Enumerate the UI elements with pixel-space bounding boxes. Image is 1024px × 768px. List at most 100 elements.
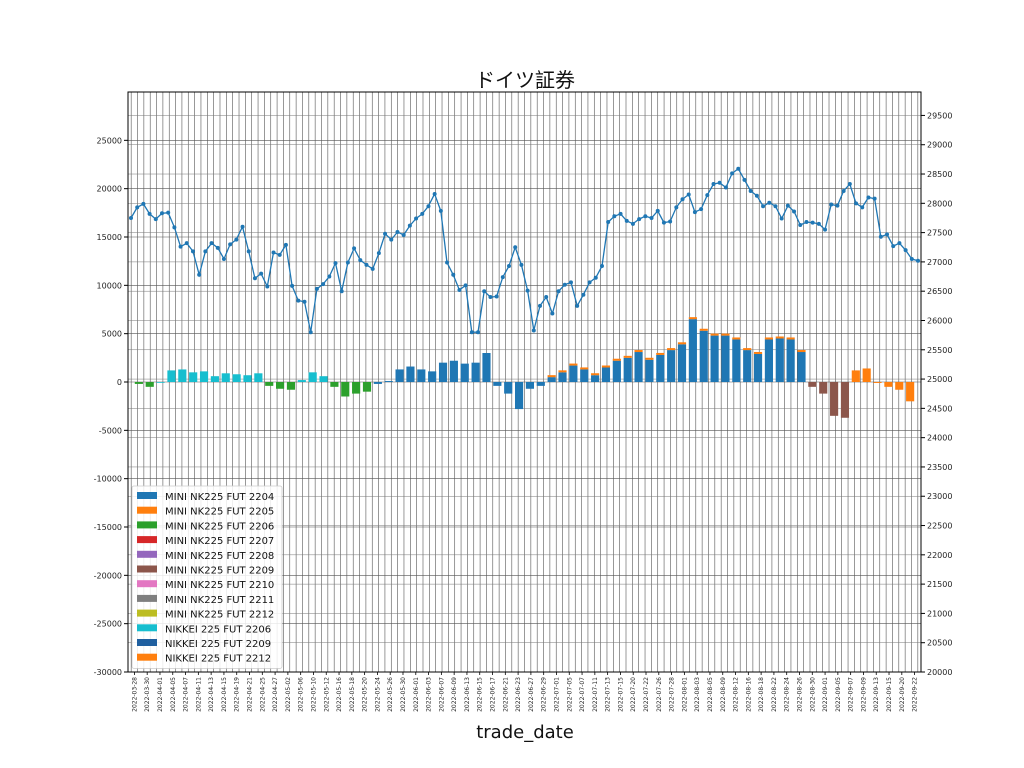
x-tick-label: 2022-08-30 (809, 677, 816, 712)
price-point-56 (476, 330, 481, 335)
x-tick-label: 2022-07-22 (643, 677, 650, 712)
x-tick-label: 2022-06-29 (541, 677, 548, 712)
y-tick-label-right: 29500 (927, 111, 952, 120)
x-tick-label: 2022-03-28 (131, 677, 138, 712)
bar-cap-59 (775, 336, 784, 339)
legend-label: NIKKEI 225 FUT 2209 (165, 639, 271, 650)
x-tick-label: 2022-07-07 (579, 677, 586, 712)
price-point-60 (500, 275, 505, 280)
price-point-59 (494, 294, 499, 299)
legend-label: NIKKEI 225 FUT 2212 (165, 654, 271, 665)
bar-26 (417, 369, 426, 382)
price-point-85 (655, 208, 660, 213)
bar-39 (558, 372, 567, 382)
price-point-102 (761, 204, 766, 209)
x-tick-label: 2022-05-24 (374, 677, 381, 712)
x-tick-label: 2022-06-09 (451, 677, 458, 712)
price-point-108 (798, 222, 803, 227)
price-point-70 (562, 282, 567, 287)
price-point-68 (550, 311, 555, 316)
x-tick-label: 2022-08-09 (720, 677, 727, 712)
bar-49 (667, 350, 676, 382)
bar-27 (428, 371, 437, 382)
legend-label: MINI NK225 FUT 2207 (165, 536, 274, 547)
y-tick-label-right: 23000 (927, 492, 952, 501)
price-point-124 (897, 241, 902, 246)
bar-4 (178, 369, 187, 382)
y-tick-label-right: 21500 (927, 580, 952, 589)
bar-65 (840, 382, 850, 418)
price-point-50 (438, 208, 443, 213)
price-point-2 (141, 201, 146, 206)
price-point-45 (407, 223, 412, 228)
y-tick-label-left: -25000 (94, 620, 122, 629)
price-point-91 (692, 210, 697, 215)
price-point-17 (234, 237, 239, 242)
bar-cap-46 (634, 350, 643, 353)
bar-15 (297, 380, 306, 382)
bar-47 (645, 359, 654, 382)
bar-cap-48 (656, 352, 665, 355)
bar-cap-43 (601, 365, 611, 368)
y-tick-label-right: 27000 (927, 258, 952, 267)
bar-11 (254, 373, 263, 382)
x-tick-label: 2022-06-03 (426, 677, 433, 712)
x-tick-label: 2022-07-20 (630, 677, 637, 712)
price-point-82 (637, 217, 642, 222)
bar-cap-42 (591, 373, 600, 376)
bar-61 (797, 352, 806, 382)
legend-swatch (137, 580, 157, 588)
bar-68 (873, 382, 882, 383)
price-point-107 (792, 209, 797, 214)
price-point-23 (271, 250, 276, 255)
y-tick-label-left: 20000 (97, 185, 122, 194)
price-point-14 (215, 245, 220, 250)
y-axis-left: -30000 -25000 -20000 -15000 -10000 -5000 0 5000… (94, 136, 128, 677)
price-point-25 (283, 242, 288, 247)
price-point-62 (513, 245, 518, 250)
price-point-86 (661, 220, 666, 225)
price-point-26 (290, 283, 295, 288)
price-point-95 (717, 180, 722, 185)
bar-24 (395, 369, 404, 382)
x-tick-label: 2022-04-27 (272, 677, 279, 712)
bar-cap-52 (699, 328, 708, 331)
price-point-64 (525, 288, 530, 293)
bar-1 (145, 382, 154, 387)
x-tick-label: 2022-08-26 (796, 677, 803, 712)
x-tick-label: 2022-08-05 (707, 677, 714, 712)
bar-17 (319, 376, 328, 382)
legend-swatch (137, 492, 157, 499)
legend-box (131, 485, 283, 669)
price-point-7 (172, 225, 177, 230)
x-tick-label: 2022-07-01 (553, 677, 560, 712)
y-tick-label-right: 20000 (927, 668, 952, 677)
y-tick-label-right: 22000 (927, 551, 952, 560)
bar-64 (830, 382, 839, 416)
y-tick-label-right: 23500 (927, 463, 952, 472)
y-tick-label-left: 15000 (97, 233, 122, 242)
bar-cap-57 (753, 351, 763, 354)
x-tick-label: 2022-06-01 (413, 677, 420, 712)
bar-25 (406, 366, 415, 382)
y-tick-label-right: 24000 (927, 434, 952, 443)
price-point-19 (246, 249, 251, 254)
bar-cap-41 (580, 367, 589, 370)
x-tick-label: 2022-05-26 (387, 677, 394, 712)
x-tick-label: 2022-04-11 (195, 677, 202, 712)
x-tick-label: 2022-08-22 (771, 677, 778, 712)
price-point-6 (166, 210, 171, 215)
bar-70 (895, 382, 904, 390)
price-point-89 (680, 197, 685, 202)
price-point-51 (445, 260, 450, 265)
x-tick-label: 2022-05-12 (323, 677, 330, 712)
x-tick-label: 2022-07-05 (566, 677, 573, 712)
price-point-87 (668, 219, 673, 224)
bar-cap-39 (558, 370, 567, 373)
price-point-9 (184, 241, 189, 246)
x-tick-label: 2022-07-26 (656, 677, 663, 712)
bar-30 (460, 363, 469, 382)
x-tick-label: 2022-05-18 (349, 677, 356, 712)
price-point-31 (321, 282, 326, 287)
price-point-61 (507, 264, 512, 268)
